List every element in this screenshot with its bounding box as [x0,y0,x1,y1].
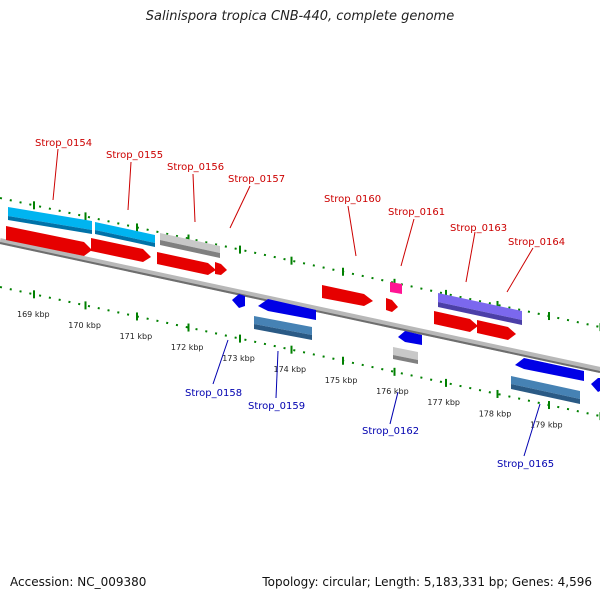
cds-arrow-forward-4[interactable] [215,262,227,275]
kbp-label: 174 kbp [274,365,307,374]
kbp-label: 172 kbp [171,343,204,352]
gene-label-strop-0158[interactable]: Strop_0158 [185,388,242,399]
gene-gray-reverse-shade [393,355,418,364]
cds-arrow-reverse-4[interactable] [515,358,584,381]
gene-label-strop-0156[interactable]: Strop_0156 [167,162,224,173]
gene-label-strop-0161[interactable]: Strop_0161 [388,207,445,218]
kbp-label: 169 kbp [17,310,50,319]
gene-steel-blue-2-shade [511,384,580,404]
gene-purple-shade [438,302,522,325]
gene-gray-reverse[interactable] [393,347,418,360]
rna-feature-pink[interactable] [390,282,402,294]
gene-purple-feature[interactable] [438,293,522,320]
genome-stats-label: Topology: circular; Length: 5,183,331 bp… [262,575,592,589]
accession-label: Accession: NC_009380 [10,575,147,589]
cds-arrow-forward-6[interactable] [386,298,398,312]
kbp-label: 171 kbp [120,332,153,341]
cds-arrow-forward-5[interactable] [322,285,373,306]
cds-arrow-forward-3[interactable] [157,252,216,275]
gene-label-strop-0154[interactable]: Strop_0154 [35,138,92,149]
kbp-label: 177 kbp [427,398,460,407]
gene-strop-0155-cyan[interactable] [95,222,155,243]
kbp-label: 176 kbp [376,387,409,396]
kbp-label: 179 kbp [530,420,563,429]
gene-features [6,207,600,404]
gene-label-strop-0164[interactable]: Strop_0164 [508,237,565,248]
cds-arrow-forward-8[interactable] [477,320,516,340]
gene-label-strop-0163[interactable]: Strop_0163 [450,223,507,234]
cds-arrow-reverse-1[interactable] [232,294,245,308]
gene-strop-0156-gray[interactable] [160,233,220,253]
kbp-label: 175 kbp [325,376,358,385]
gene-label-strop-0165[interactable]: Strop_0165 [497,459,554,470]
gene-label-strop-0159[interactable]: Strop_0159 [248,401,305,412]
gene-label-strop-0155[interactable]: Strop_0155 [106,150,163,161]
cds-arrow-reverse-3[interactable] [398,331,422,345]
kbp-label: 178 kbp [479,409,512,418]
gene-strop-0154-cyan-shade [8,216,92,234]
gene-steel-blue-2[interactable] [511,376,580,399]
cds-arrow-forward-1[interactable] [6,226,92,256]
gene-label-strop-0162[interactable]: Strop_0162 [362,426,419,437]
genome-backbone [0,238,600,373]
kbp-label: 173 kbp [222,354,255,363]
gene-steel-blue-1[interactable] [254,316,312,335]
forward-tick-rail [0,197,600,328]
cds-arrow-forward-2[interactable] [91,238,151,262]
kbp-labels: 169 kbp 170 kbp 171 kbp 172 kbp 173 kbp 174 k… [17,310,563,429]
gene-strop-0155-cyan-shade [95,230,155,247]
gene-label-strop-0160[interactable]: Strop_0160 [324,194,381,205]
kbp-label: 170 kbp [68,321,101,330]
gene-label-strop-0157[interactable]: Strop_0157 [228,174,285,185]
gene-strop-0154-cyan[interactable] [8,207,92,230]
label-leader-lines [52,148,541,457]
reverse-tick-rail [0,286,600,417]
gene-strop-0156-gray-shade [160,240,220,258]
gene-steel-blue-1-shade [254,324,312,340]
cds-arrow-reverse-5[interactable] [591,378,600,392]
cds-arrow-reverse-2[interactable] [258,299,316,320]
forward-gene-labels: Strop_0154 Strop_0155 Strop_0156 Strop_0… [35,138,565,248]
map-title: Salinispora tropica CNB-440, complete ge… [145,9,455,24]
cds-arrow-forward-7[interactable] [434,311,478,332]
reverse-gene-labels: Strop_0158 Strop_0159 Strop_0162 Strop_0… [185,388,554,470]
